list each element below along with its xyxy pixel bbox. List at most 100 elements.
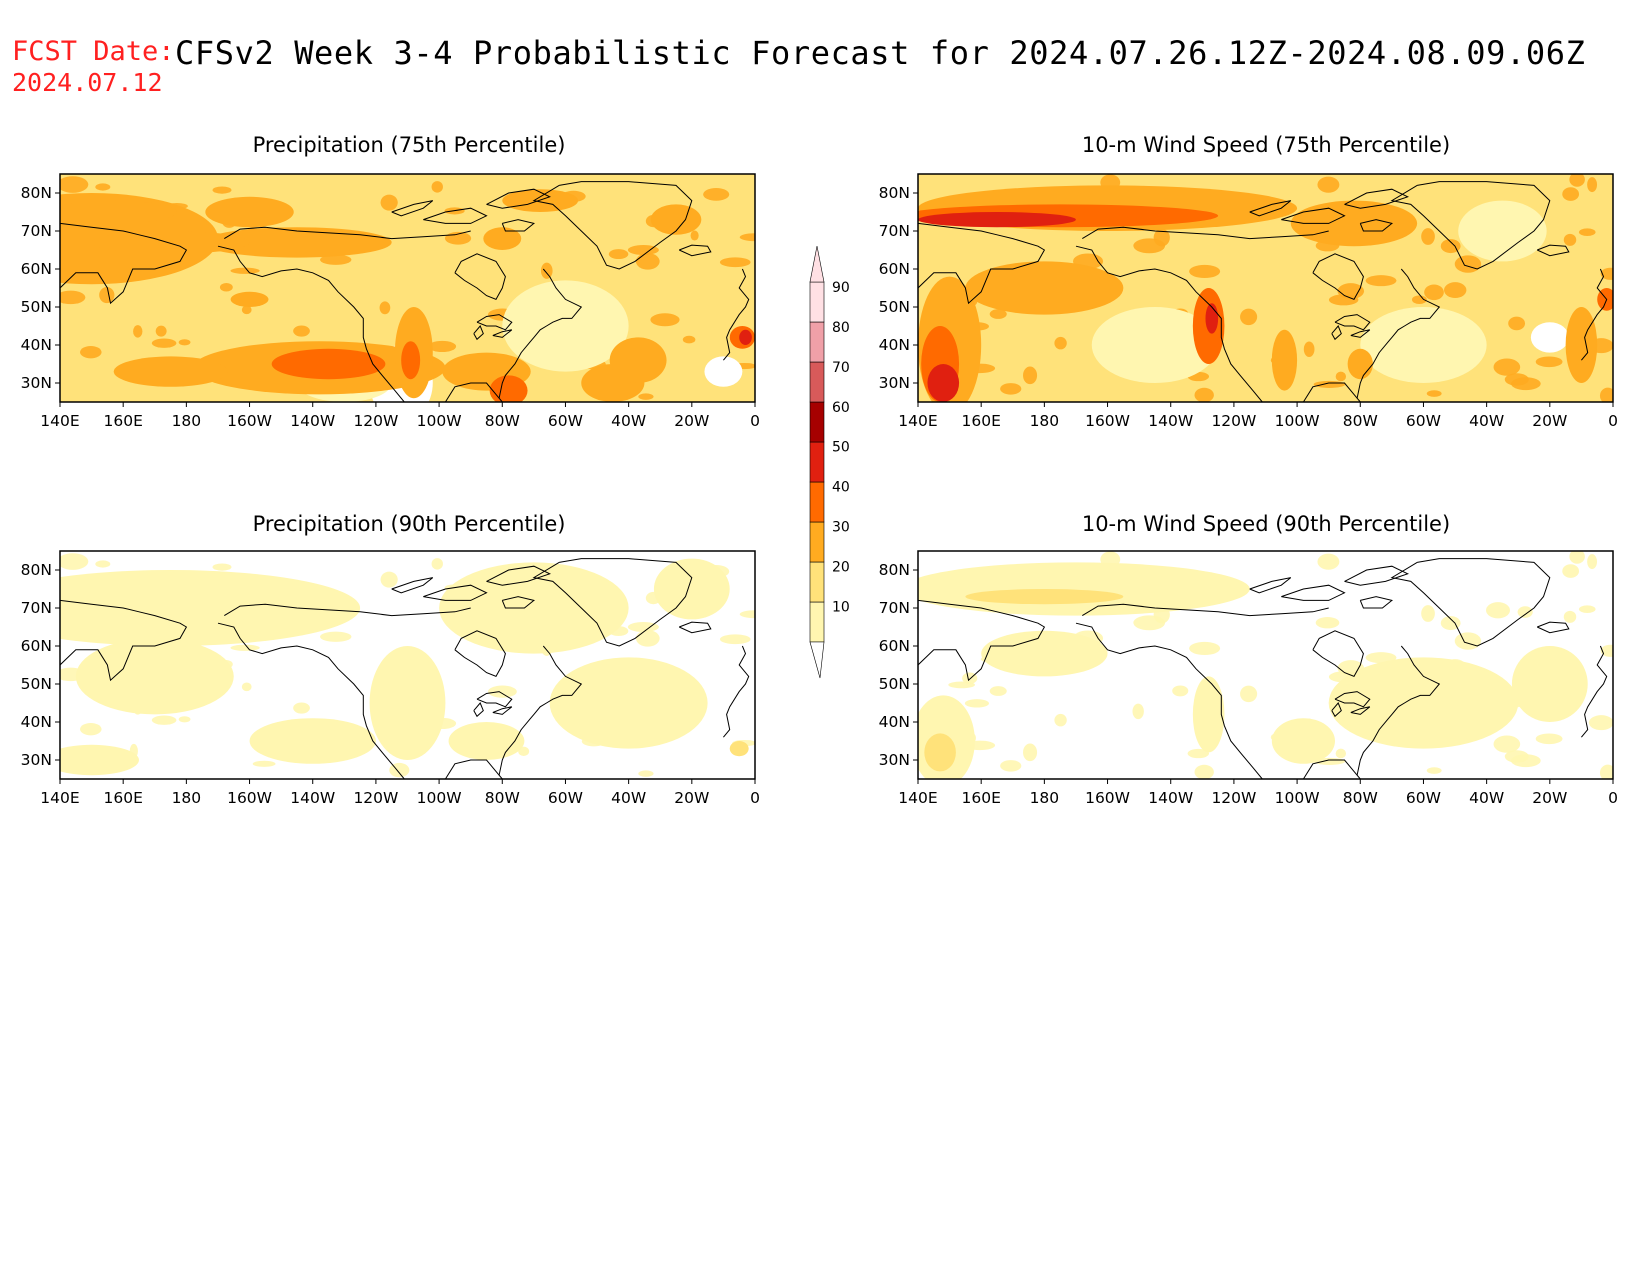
- lat-tick-label: 60N: [879, 637, 910, 655]
- lon-tick-label: 60W: [548, 789, 583, 807]
- colorbar-segment: [809, 601, 825, 643]
- lon-tick-label: 100W: [1275, 789, 1320, 807]
- lat-tick-label: 60N: [21, 637, 52, 655]
- lon-tick-label: 0: [750, 789, 760, 807]
- map-panel-precip-90: 140E 160E 180 160W 140W 120W 100W 80W 60W 40W 20W 0…: [21, 550, 760, 807]
- lon-tick-label: 160W: [227, 789, 272, 807]
- lon-tick-label: 100W: [417, 412, 462, 430]
- colorbar-label: 80: [832, 320, 850, 336]
- lat-tick-label: 70N: [21, 222, 52, 240]
- lat-tick-label: 40N: [21, 336, 52, 354]
- probability-field: [918, 551, 1613, 779]
- lat-tick-label: 50N: [879, 298, 910, 316]
- lon-tick-label: 60W: [1406, 412, 1441, 430]
- colorbar-label: 70: [832, 360, 850, 376]
- lon-tick-label: 140E: [40, 789, 79, 807]
- map-panel-wind-75: 140E 160E 180 160W 140W 120W 100W 80W 60W 40W 20W 0…: [879, 173, 1618, 430]
- lat-tick-label: 70N: [21, 599, 52, 617]
- colorbar-segment: [809, 361, 825, 403]
- lon-tick-label: 40W: [611, 412, 646, 430]
- colorbar-label: 60: [832, 400, 850, 416]
- lat-tick-label: 60N: [879, 260, 910, 278]
- lon-tick-label: 160W: [227, 412, 272, 430]
- map-panel-wind-90: 140E 160E 180 160W 140W 120W 100W 80W 60W 40W 20W 0…: [879, 550, 1618, 807]
- lon-tick-label: 160E: [961, 789, 1000, 807]
- lon-tick-label: 140W: [290, 412, 335, 430]
- panel-title-precip-90: Precipitation (90th Percentile): [252, 512, 566, 536]
- lon-tick-label: 120W: [353, 412, 398, 430]
- lon-tick-label: 180: [172, 412, 202, 430]
- lat-tick-label: 30N: [21, 374, 52, 392]
- lat-tick-label: 40N: [879, 713, 910, 731]
- panel-title-wind-90: 10-m Wind Speed (90th Percentile): [1081, 512, 1451, 536]
- main-title: CFSv2 Week 3-4 Probabilistic Forecast fo…: [175, 34, 1586, 72]
- lat-tick-label: 70N: [879, 222, 910, 240]
- lat-tick-label: 80N: [879, 184, 910, 202]
- lat-tick-label: 50N: [21, 675, 52, 693]
- lon-tick-label: 0: [1608, 412, 1618, 430]
- lon-tick-label: 100W: [1275, 412, 1320, 430]
- colorbar-label: 30: [832, 520, 850, 536]
- lat-tick-label: 30N: [21, 751, 52, 769]
- lon-tick-label: 20W: [674, 412, 709, 430]
- lat-tick-label: 40N: [879, 336, 910, 354]
- lon-tick-label: 160E: [961, 412, 1000, 430]
- panel-title-wind-75: 10-m Wind Speed (75th Percentile): [1081, 133, 1451, 157]
- lat-tick-label: 40N: [21, 713, 52, 731]
- lon-tick-label: 160W: [1085, 789, 1130, 807]
- lon-tick-label: 80W: [485, 789, 520, 807]
- fcst-date-value: 2024.07.12: [12, 68, 163, 97]
- lon-tick-label: 20W: [1532, 789, 1567, 807]
- lat-tick-label: 80N: [21, 184, 52, 202]
- fcst-date-label: FCST Date:: [12, 36, 175, 67]
- lon-tick-label: 120W: [353, 789, 398, 807]
- lon-tick-label: 60W: [1406, 789, 1441, 807]
- lon-tick-label: 120W: [1211, 412, 1256, 430]
- lon-tick-label: 20W: [674, 789, 709, 807]
- colorbar-label: 50: [832, 440, 850, 456]
- lat-tick-label: 80N: [879, 561, 910, 579]
- lon-tick-label: 180: [172, 789, 202, 807]
- colorbar-segment: [809, 401, 825, 443]
- colorbar-segment: [809, 281, 825, 323]
- lat-tick-label: 50N: [21, 298, 52, 316]
- lon-tick-label: 160W: [1085, 412, 1130, 430]
- lon-tick-label: 160E: [103, 789, 142, 807]
- lon-tick-label: 0: [1608, 789, 1618, 807]
- lon-tick-label: 140E: [40, 412, 79, 430]
- colorbar-segment: [809, 521, 825, 563]
- lon-tick-label: 40W: [1469, 789, 1504, 807]
- probability-colorbar: 90 80 70 60 50 40 30 20 10: [809, 245, 850, 679]
- lon-tick-label: 40W: [1469, 412, 1504, 430]
- lon-tick-label: 100W: [417, 789, 462, 807]
- colorbar-segment: [809, 561, 825, 603]
- lon-tick-label: 140W: [1148, 412, 1193, 430]
- lat-tick-label: 50N: [879, 675, 910, 693]
- lat-tick-label: 30N: [879, 751, 910, 769]
- colorbar-label: 20: [832, 559, 850, 575]
- lat-tick-label: 80N: [21, 561, 52, 579]
- lon-tick-label: 120W: [1211, 789, 1256, 807]
- lon-tick-label: 80W: [485, 412, 520, 430]
- lon-tick-label: 80W: [1343, 789, 1378, 807]
- probability-field: [60, 174, 755, 402]
- lon-tick-label: 140E: [898, 789, 937, 807]
- panel-title-precip-75: Precipitation (75th Percentile): [252, 133, 566, 157]
- colorbar-label: 90: [832, 280, 850, 296]
- lon-tick-label: 140E: [898, 412, 937, 430]
- lon-tick-label: 0: [750, 412, 760, 430]
- probability-field: [918, 174, 1613, 402]
- probability-field: [60, 551, 755, 779]
- lon-tick-label: 140W: [1148, 789, 1193, 807]
- lon-tick-label: 40W: [611, 789, 646, 807]
- lat-tick-label: 60N: [21, 260, 52, 278]
- colorbar-label: 10: [832, 599, 850, 615]
- map-panel-precip-75: 140E 160E 180 160W 140W 120W 100W 80W 60W 40W 20W 0…: [21, 173, 760, 430]
- lon-tick-label: 140W: [290, 789, 335, 807]
- lat-tick-label: 30N: [879, 374, 910, 392]
- lon-tick-label: 180: [1030, 412, 1060, 430]
- lon-tick-label: 80W: [1343, 412, 1378, 430]
- colorbar-segment: [809, 441, 825, 483]
- lat-tick-label: 70N: [879, 599, 910, 617]
- lon-tick-label: 60W: [548, 412, 583, 430]
